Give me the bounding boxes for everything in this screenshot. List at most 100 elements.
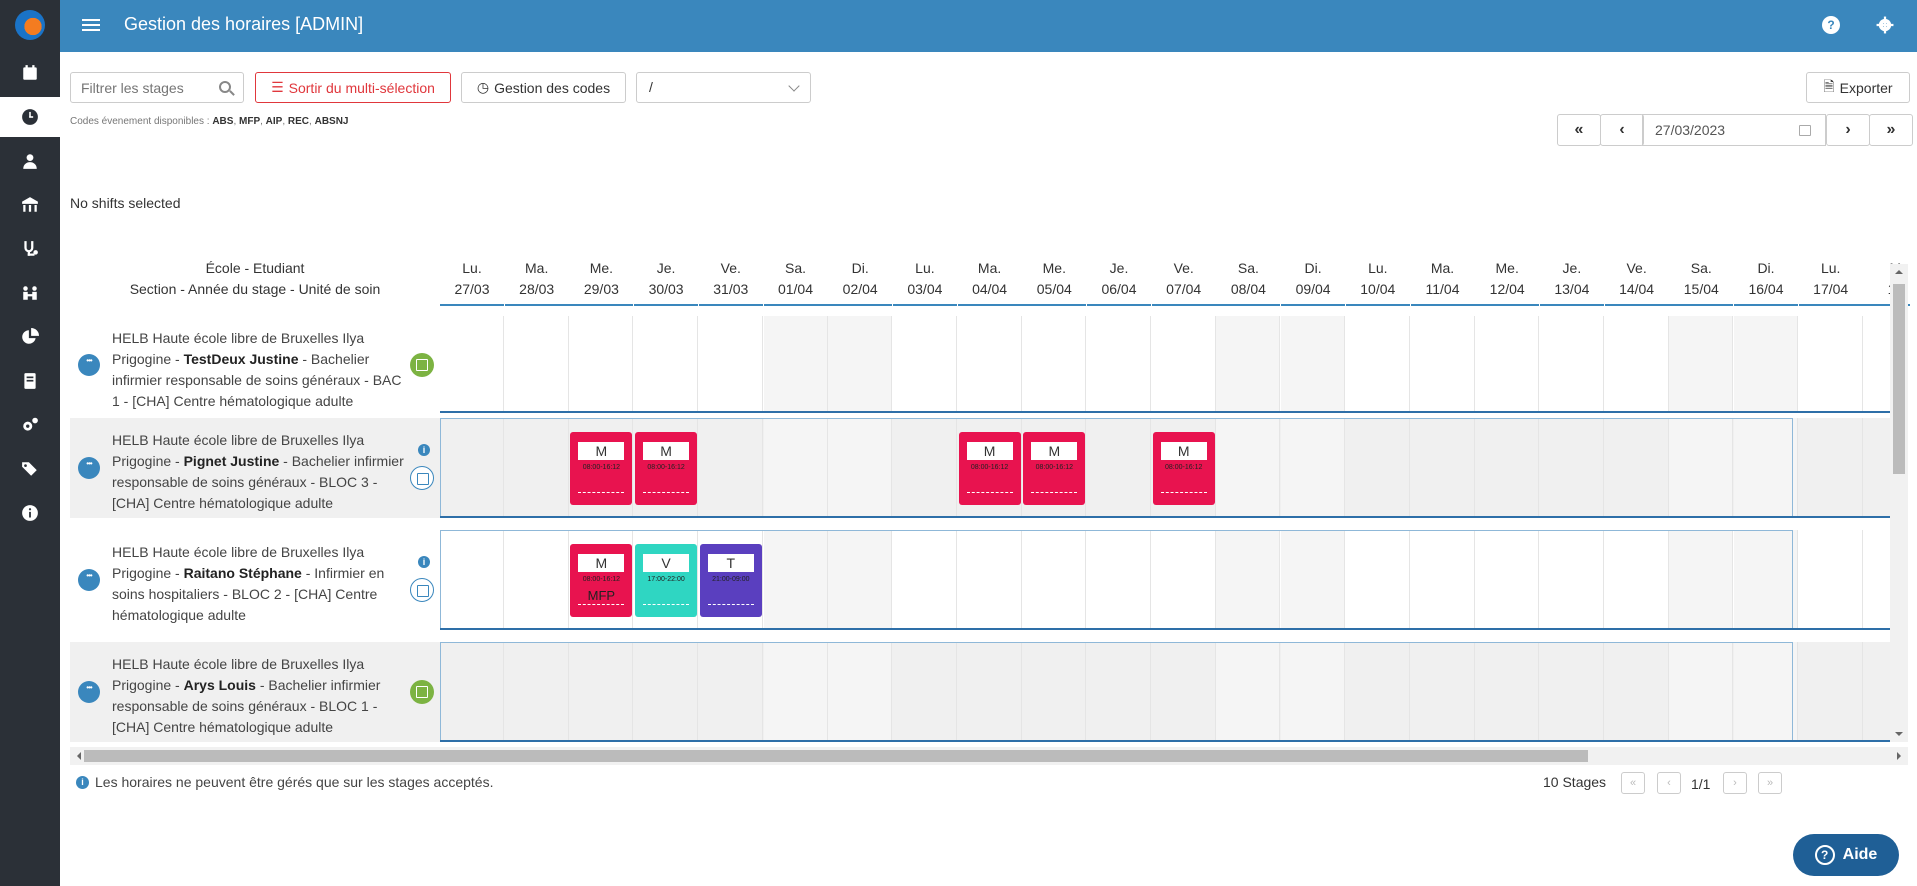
day-cell[interactable] (1605, 642, 1669, 742)
day-cell[interactable] (1799, 316, 1863, 413)
shift-block[interactable]: M 08:00-16:12 (1023, 431, 1086, 505)
day-cell[interactable] (634, 642, 699, 742)
day-cell[interactable] (1799, 642, 1863, 742)
day-cell[interactable] (505, 642, 569, 742)
day-cell[interactable] (699, 316, 763, 413)
sidebar-item-settings[interactable] (0, 405, 60, 445)
export-button[interactable]: 🗎 Exporter (1806, 72, 1910, 103)
sidebar-item-teams[interactable] (0, 273, 60, 313)
sidebar-item-tags[interactable] (0, 449, 60, 489)
day-cell[interactable] (1799, 530, 1863, 630)
day-cell[interactable] (763, 316, 828, 413)
day-cell[interactable] (1540, 418, 1604, 518)
day-cell[interactable] (1087, 530, 1151, 630)
day-cell[interactable] (1411, 642, 1475, 742)
last-week-button[interactable]: » (1869, 114, 1913, 146)
day-cell[interactable] (1669, 316, 1734, 413)
day-cell[interactable] (828, 530, 893, 630)
day-cell[interactable] (1734, 316, 1798, 413)
day-cell[interactable] (634, 530, 699, 630)
day-cell[interactable] (1346, 642, 1410, 742)
shift-block[interactable]: M 08:00-16:12 (958, 431, 1021, 505)
day-cell[interactable] (1540, 642, 1604, 742)
day-cell[interactable] (1087, 418, 1151, 518)
day-cell[interactable] (569, 418, 634, 518)
day-cell[interactable] (828, 418, 893, 518)
previous-week-button[interactable]: ‹ (1600, 114, 1644, 146)
shift-block[interactable]: V 17:00-22:00 (635, 543, 698, 617)
sidebar-item-schools[interactable] (0, 185, 60, 225)
day-cell[interactable] (1022, 642, 1087, 742)
day-cell[interactable] (505, 316, 569, 413)
day-cell[interactable] (1605, 418, 1669, 518)
day-cell[interactable] (763, 418, 828, 518)
sidebar-item-info[interactable] (0, 493, 60, 533)
next-week-button[interactable]: › (1826, 114, 1870, 146)
day-cell[interactable] (634, 418, 699, 518)
previous-page-button[interactable]: ‹ (1657, 772, 1681, 794)
day-cell[interactable] (1540, 530, 1604, 630)
calendar-check-icon[interactable] (410, 352, 434, 377)
day-cell[interactable] (1281, 530, 1346, 630)
day-cell[interactable] (634, 316, 699, 413)
day-cell[interactable] (1022, 418, 1087, 518)
hamburger-menu-icon[interactable] (82, 16, 100, 34)
shift-block[interactable]: M 08:00-16:12 (1152, 431, 1215, 505)
sidebar-item-schedules[interactable] (0, 97, 60, 137)
day-cell[interactable] (1411, 316, 1475, 413)
row-actions-button[interactable] (78, 569, 100, 591)
day-cell[interactable] (893, 418, 957, 518)
day-cell[interactable] (1022, 530, 1087, 630)
date-picker[interactable]: 27/03/2023 (1642, 114, 1826, 146)
day-cell[interactable] (1087, 642, 1151, 742)
day-cell[interactable] (1152, 316, 1216, 413)
day-cell[interactable] (893, 316, 957, 413)
help-button[interactable]: ? Aide (1793, 834, 1899, 876)
day-cell[interactable] (1605, 316, 1669, 413)
day-cell[interactable] (569, 530, 634, 630)
day-cell[interactable] (1605, 530, 1669, 630)
day-cell[interactable] (1281, 642, 1346, 742)
shift-block[interactable]: M 08:00-16:12 (635, 431, 698, 505)
day-cell[interactable] (1152, 530, 1216, 630)
shift-block[interactable]: M 08:00-16:12 MFP (570, 543, 633, 617)
calendar-check-icon[interactable] (410, 578, 434, 602)
day-cell[interactable] (1216, 642, 1281, 742)
info-icon[interactable]: i (418, 556, 430, 568)
day-cell[interactable] (1216, 418, 1281, 518)
day-cell[interactable] (699, 642, 763, 742)
gear-icon[interactable] (1876, 16, 1894, 34)
filter-stages-field[interactable] (70, 72, 244, 103)
row-actions-button[interactable] (78, 681, 100, 703)
day-cell[interactable] (699, 530, 763, 630)
sidebar-item-stats[interactable] (0, 317, 60, 357)
calendar-check-icon[interactable] (410, 680, 434, 704)
day-cell[interactable] (763, 530, 828, 630)
vertical-scrollbar[interactable] (1890, 264, 1908, 742)
calendar-check-icon[interactable] (410, 466, 434, 490)
day-cell[interactable] (1087, 316, 1151, 413)
day-cell[interactable] (828, 642, 893, 742)
day-cell[interactable] (569, 642, 634, 742)
day-cell[interactable] (1216, 530, 1281, 630)
day-cell[interactable] (440, 316, 504, 413)
day-cell[interactable] (1475, 642, 1540, 742)
day-cell[interactable] (763, 642, 828, 742)
exit-multi-select-button[interactable]: ☰ Sortir du multi-sélection (255, 72, 451, 103)
shift-block[interactable]: T 21:00-09:00 (699, 543, 762, 617)
day-cell[interactable] (893, 530, 957, 630)
day-cell[interactable] (958, 642, 1022, 742)
day-cell[interactable] (1152, 642, 1216, 742)
manage-codes-button[interactable]: ◷ Gestion des codes (461, 72, 626, 103)
help-icon[interactable]: ? (1822, 16, 1840, 34)
day-cell[interactable] (1669, 530, 1734, 630)
day-cell[interactable] (1475, 316, 1540, 413)
day-cell[interactable] (1411, 530, 1475, 630)
day-cell[interactable] (1669, 418, 1734, 518)
day-cell[interactable] (505, 418, 569, 518)
app-logo[interactable] (15, 10, 45, 40)
sidebar-item-documents[interactable] (0, 361, 60, 401)
row-actions-button[interactable] (78, 353, 100, 376)
day-cell[interactable] (1540, 316, 1604, 413)
day-cell[interactable] (1799, 418, 1863, 518)
